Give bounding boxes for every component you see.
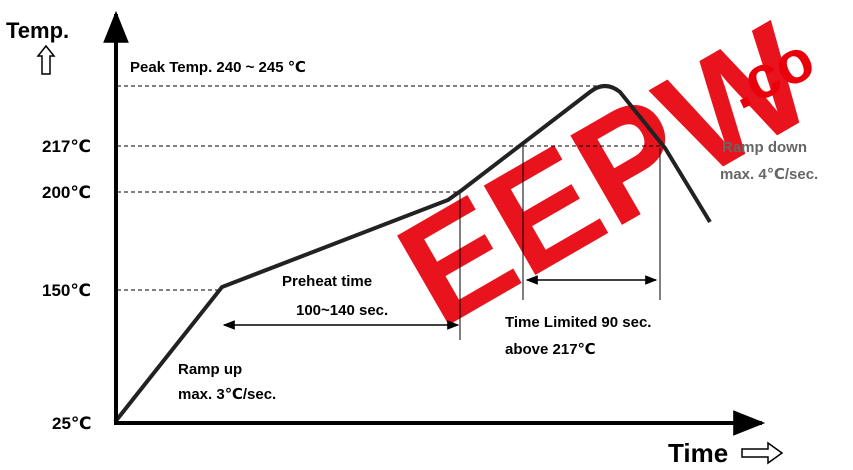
ramp-up-label: Ramp up xyxy=(178,361,242,378)
peak-label: Peak Temp. 240 ~ 245 ℃ xyxy=(130,59,306,76)
temp-label: 25℃ xyxy=(52,414,92,433)
x-axis-label: Time xyxy=(668,438,728,468)
ramp-up-label: max. 3℃/sec. xyxy=(178,386,276,403)
profile-curve xyxy=(113,84,712,424)
temp-label: 200℃ xyxy=(42,183,91,202)
ramp-down-label: Ramp down xyxy=(722,139,807,156)
temp-label: 217℃ xyxy=(42,137,91,156)
temp-label: 150℃ xyxy=(42,281,91,300)
y-axis-label: Temp. xyxy=(6,18,69,43)
right-arrow xyxy=(741,441,784,465)
preheat-label: Preheat time xyxy=(282,273,372,290)
up-arrow xyxy=(36,44,56,75)
preheat-label: 100~140 sec. xyxy=(296,302,388,319)
ramp-down-label: max. 4℃/sec. xyxy=(720,166,818,183)
time-limited-label: Time Limited 90 sec. xyxy=(505,314,651,331)
time-limited-label: above 217℃ xyxy=(505,341,596,358)
